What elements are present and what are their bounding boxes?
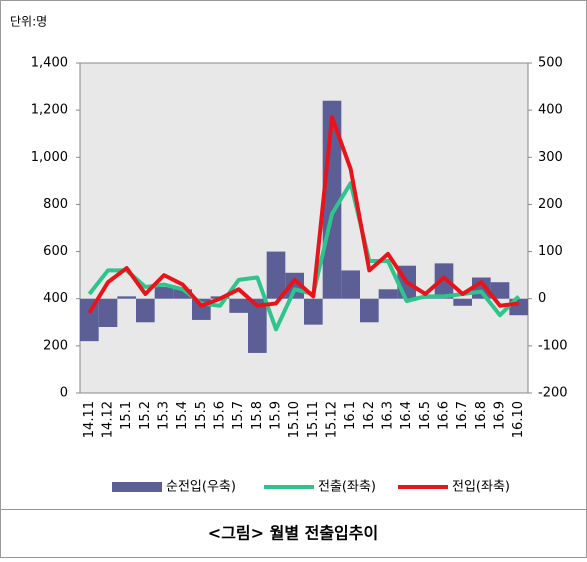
bar (490, 282, 510, 299)
bar (453, 298, 472, 306)
y2-tick-label: 100 (538, 244, 563, 259)
bar (434, 263, 454, 299)
x-tick-label: 15.12 (325, 401, 340, 438)
x-tick-label: 15.10 (287, 401, 302, 438)
x-tick-label: 14.12 (101, 401, 116, 438)
bar (154, 286, 174, 299)
legend-label: 순전입(우축) (166, 480, 236, 495)
y-tick-label: 800 (43, 197, 68, 212)
x-tick-label: 16.2 (362, 401, 377, 430)
bar (98, 298, 118, 327)
x-tick-label: 15.4 (175, 401, 190, 430)
line (87, 181, 521, 332)
y2-tick-label: 300 (538, 150, 563, 165)
legend-label: 전출(좌축) (318, 480, 376, 495)
bar (378, 289, 398, 299)
x-tick-label: 15.8 (250, 401, 265, 430)
x-tick-label: 15.1 (119, 401, 134, 430)
bar (360, 298, 379, 323)
y2-tick-label: -100 (538, 338, 568, 353)
y2-tick-label: 200 (538, 197, 563, 212)
x-tick-label: 15.6 (213, 401, 228, 430)
y-tick-label: 0 (60, 386, 68, 401)
bar (341, 270, 360, 299)
x-tick-label: 16.1 (343, 401, 358, 430)
x-tick-label: 15.2 (138, 401, 153, 430)
y-tick-label: 1,000 (31, 150, 68, 165)
x-tick-label: 14.11 (82, 401, 97, 438)
caption-box (0, 509, 587, 558)
y-tick-label: 200 (43, 338, 68, 353)
bar (229, 298, 248, 313)
x-tick-label: 16.6 (437, 401, 452, 430)
caption: <그림> 월별 전출입추이 (208, 524, 378, 543)
x-tick-label: 15.5 (194, 401, 209, 430)
x-tick-label: 15.9 (269, 401, 284, 430)
bar (304, 298, 323, 325)
plot-area (79, 62, 529, 394)
x-tick-label: 16.4 (399, 401, 414, 430)
x-tick-label: 15.7 (231, 401, 246, 430)
x-tick-label: 15.11 (306, 401, 321, 438)
line (87, 115, 519, 314)
bar (266, 251, 286, 299)
x-tick-label: 16.10 (511, 401, 526, 438)
unit-label: 단위:명 (10, 15, 47, 29)
bar (248, 298, 267, 353)
legend-label: 전입(좌축) (452, 480, 510, 495)
x-tick-label: 16.7 (455, 401, 470, 430)
y-tick-label: 400 (43, 291, 68, 306)
x-tick-label: 16.8 (474, 401, 489, 430)
x-tick-label: 15.3 (157, 401, 172, 430)
y2-tick-label: 500 (538, 56, 563, 71)
bar (173, 289, 192, 299)
x-tick-label: 16.5 (418, 401, 433, 430)
x-tick-label: 16.9 (493, 401, 508, 430)
bar (117, 296, 136, 299)
y-tick-label: 1,400 (31, 56, 68, 71)
y2-tick-label: 0 (538, 291, 546, 306)
y2-tick-label: 400 (538, 103, 563, 118)
y2-tick-label: -200 (538, 386, 568, 401)
bar (136, 298, 155, 323)
y-tick-label: 1,200 (31, 103, 68, 118)
legend-swatch (112, 482, 162, 492)
x-tick-label: 16.3 (381, 401, 396, 430)
bar (80, 298, 99, 342)
y-tick-label: 600 (43, 244, 68, 259)
